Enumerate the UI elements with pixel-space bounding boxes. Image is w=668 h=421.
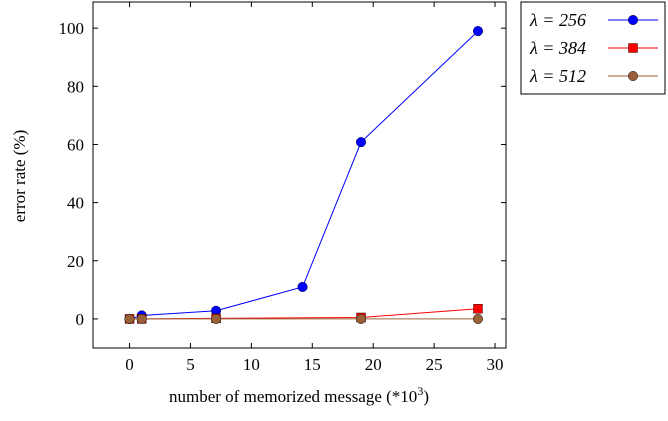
data-point	[472, 313, 483, 324]
legend-label: λ = 512	[529, 66, 586, 86]
data-point	[356, 137, 367, 148]
x-axis-label-tail: )	[423, 387, 429, 406]
data-point	[472, 26, 483, 37]
y-tick-label: 20	[67, 252, 84, 271]
x-axis-label-superscript: 3	[417, 384, 423, 398]
data-point	[356, 313, 367, 324]
legend-label: λ = 384	[529, 38, 586, 58]
x-tick-label: 10	[243, 355, 260, 374]
legend-marker	[628, 43, 638, 53]
plot-frame	[92, 1, 507, 349]
x-tick-label: 25	[426, 355, 443, 374]
x-tick-label: 5	[186, 355, 195, 374]
legend-marker	[628, 14, 639, 26]
y-axis-label: error rate (%)	[10, 130, 29, 223]
y-tick-label: 40	[67, 194, 84, 213]
x-tick-label: 20	[365, 355, 382, 374]
data-point	[211, 313, 222, 324]
legend-marker	[628, 70, 639, 81]
y-tick-label: 100	[59, 19, 85, 38]
series-1	[124, 26, 483, 324]
x-tick-label: 30	[487, 355, 504, 374]
x-tick-label: 15	[304, 355, 321, 374]
legend-label: λ = 256	[529, 10, 586, 30]
y-tick-label: 60	[67, 135, 84, 154]
data-point	[473, 304, 483, 314]
data-point	[136, 313, 147, 324]
y-tick-label: 80	[67, 77, 84, 96]
series-3	[124, 313, 483, 324]
x-axis-label-main: number of memorized message (*10	[169, 387, 417, 406]
data-point	[124, 313, 135, 324]
data-point	[297, 281, 308, 292]
legend: λ = 256 λ = 384 λ = 512	[520, 1, 666, 95]
series-line	[129, 308, 479, 320]
x-tick-label: 0	[125, 355, 134, 374]
series-2	[124, 304, 483, 324]
y-tick-label: 0	[76, 310, 85, 329]
series-line	[129, 30, 479, 320]
x-axis-label: number of memorized message (*103)	[169, 384, 429, 406]
